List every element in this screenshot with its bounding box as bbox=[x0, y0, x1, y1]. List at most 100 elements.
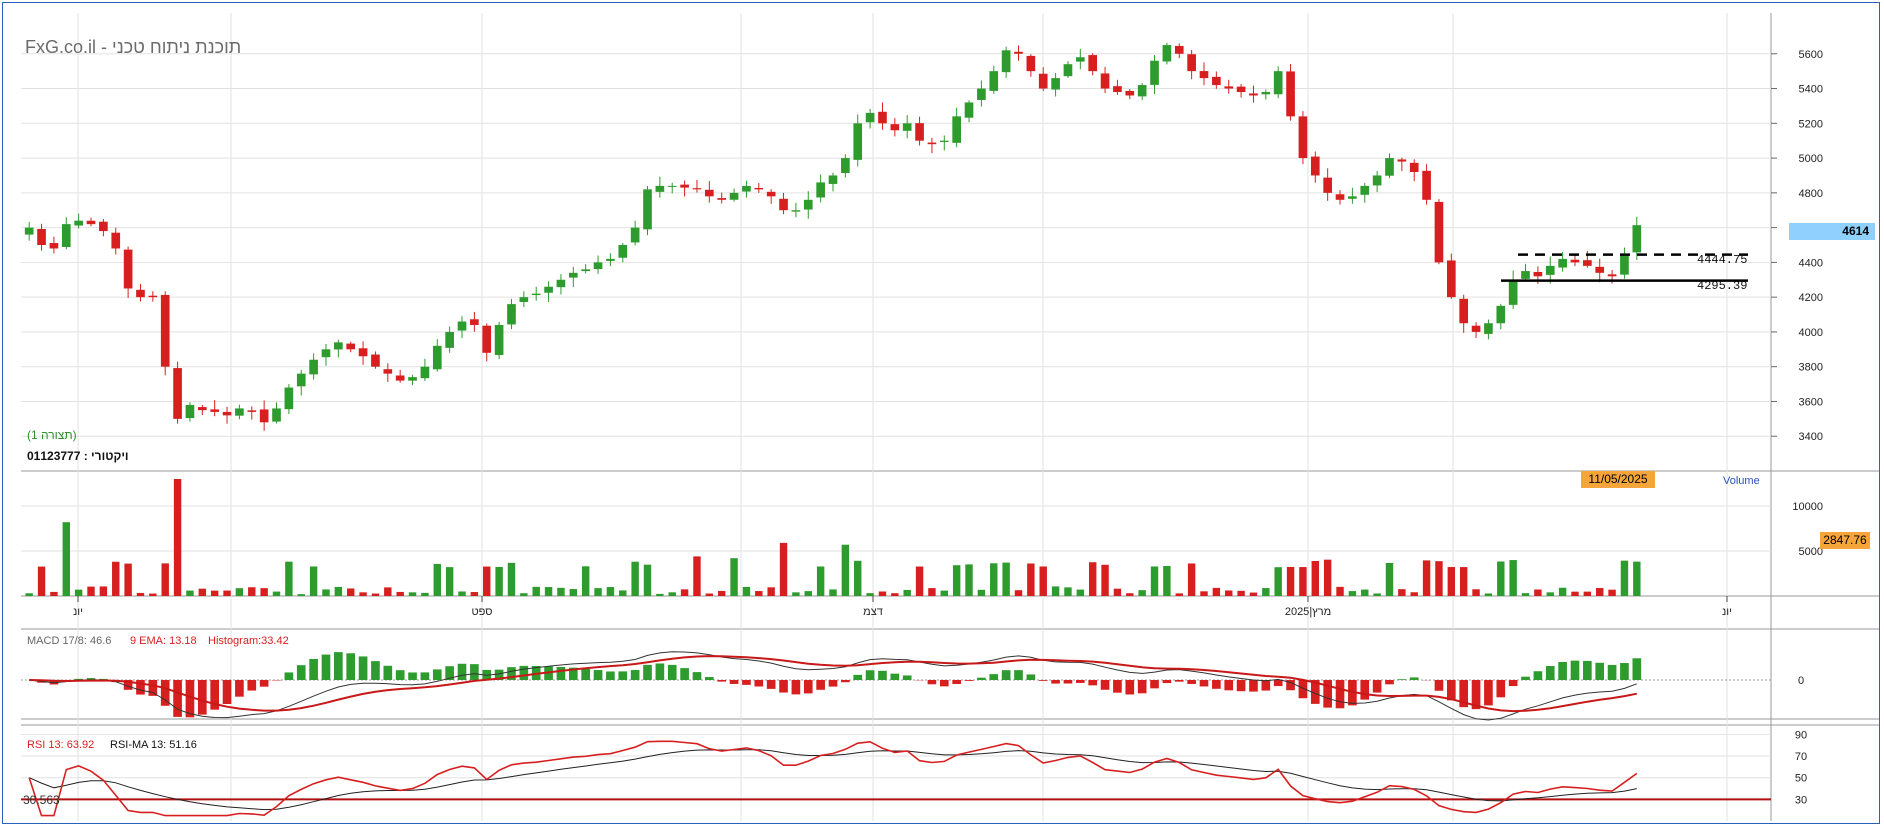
volume-bar-73 bbox=[928, 588, 936, 596]
candle-body-63 bbox=[803, 199, 813, 210]
candle-body-78 bbox=[989, 71, 999, 91]
candle-body-72 bbox=[915, 123, 924, 141]
volume-bar-43 bbox=[557, 587, 565, 596]
candle-body-130 bbox=[1632, 225, 1642, 253]
macd-hist-bar-45 bbox=[581, 668, 590, 680]
macd-hist-bar-49 bbox=[630, 670, 640, 680]
macd-hist-bar-87 bbox=[1100, 680, 1110, 690]
candle-body-26 bbox=[346, 343, 356, 350]
volume-bar-114 bbox=[1435, 561, 1443, 596]
volume-bar-52 bbox=[668, 592, 676, 596]
candle-body-53 bbox=[680, 184, 689, 188]
macd-hist-bar-22 bbox=[296, 665, 306, 680]
support-level-label: 4295.39 bbox=[1697, 279, 1748, 293]
candle-body-33 bbox=[432, 345, 442, 370]
volume-bar-124 bbox=[1558, 587, 1567, 596]
volume-bar-100 bbox=[1262, 588, 1270, 596]
volume-bar-23 bbox=[309, 566, 318, 596]
volume-bar-28 bbox=[371, 593, 380, 596]
macd-hist-bar-38 bbox=[494, 669, 504, 680]
volume-bar-129 bbox=[1620, 560, 1629, 596]
macd-hist-bar-69 bbox=[878, 670, 887, 680]
candle-body-21 bbox=[284, 387, 294, 410]
candle-body-10 bbox=[148, 295, 158, 298]
candle-body-101 bbox=[1273, 71, 1283, 95]
macd-hist-bar-16 bbox=[222, 680, 232, 705]
candle-body-77 bbox=[977, 88, 986, 100]
macd-hist-bar-86 bbox=[1088, 680, 1098, 686]
macd-hist-bar-93 bbox=[1174, 680, 1184, 682]
volume-bar-82 bbox=[1039, 566, 1047, 596]
macd-hist-bar-95 bbox=[1199, 680, 1209, 687]
volume-bar-20 bbox=[272, 591, 281, 596]
volume-bar-21 bbox=[285, 561, 293, 596]
volume-bar-41 bbox=[532, 586, 540, 596]
volume-bar-46 bbox=[594, 588, 602, 596]
candle-body-118 bbox=[1484, 323, 1493, 334]
macd-hist-bar-36 bbox=[470, 664, 479, 680]
macd-hist-bar-11 bbox=[160, 680, 170, 706]
volume-bar-101 bbox=[1274, 567, 1282, 596]
macd-hist-bar-56 bbox=[717, 680, 727, 682]
candle-body-39 bbox=[507, 304, 516, 325]
candle-body-61 bbox=[779, 198, 788, 211]
macd-hist-bar-59 bbox=[754, 680, 764, 687]
macd-hist-bar-84 bbox=[1063, 680, 1073, 684]
candle-body-106 bbox=[1335, 194, 1345, 200]
volume-bar-64 bbox=[816, 566, 825, 596]
candle-body-23 bbox=[309, 359, 318, 375]
volume-bar-35 bbox=[458, 591, 466, 596]
candle-body-3 bbox=[61, 224, 71, 248]
candle-body-55 bbox=[705, 189, 714, 197]
candle-body-32 bbox=[420, 366, 430, 379]
volume-bar-127 bbox=[1596, 588, 1604, 596]
candle-body-79 bbox=[1001, 50, 1011, 73]
candle-body-69 bbox=[878, 111, 887, 124]
macd-hist-bar-14 bbox=[197, 680, 207, 715]
volume-bar-61 bbox=[779, 542, 788, 596]
volume-bar-70 bbox=[891, 593, 899, 596]
volume-bar-9 bbox=[136, 592, 145, 596]
volume-bar-125 bbox=[1571, 591, 1579, 596]
macd-hist-bar-109 bbox=[1372, 680, 1382, 693]
volume-bar-5 bbox=[87, 586, 95, 596]
candle-body-102 bbox=[1286, 71, 1295, 117]
rsima-label: RSI-MA 13: 51.16 bbox=[110, 739, 197, 751]
candle-body-22 bbox=[296, 373, 306, 387]
macd-hist-bar-73 bbox=[927, 680, 937, 685]
volume-bar-128 bbox=[1608, 589, 1616, 596]
volume-bar-106 bbox=[1336, 586, 1344, 596]
macd-hist-bar-99 bbox=[1249, 680, 1258, 692]
candle-body-62 bbox=[791, 210, 801, 212]
price-tick-label-4: 4200 bbox=[1799, 292, 1823, 304]
candle-body-122 bbox=[1533, 271, 1543, 277]
candle-body-45 bbox=[581, 269, 590, 272]
candle-body-46 bbox=[593, 262, 603, 270]
candle-body-20 bbox=[272, 408, 281, 422]
x-tick-label-3: מרץ|2025 bbox=[1285, 606, 1331, 618]
volume-bar-13 bbox=[186, 590, 194, 596]
macd-hist-bar-10 bbox=[148, 680, 158, 696]
x-tick-label-1: ספט bbox=[472, 606, 493, 618]
candle-body-19 bbox=[259, 409, 269, 423]
candle-body-93 bbox=[1174, 45, 1184, 54]
volume-bar-60 bbox=[767, 587, 775, 596]
macd-hist-bar-118 bbox=[1484, 680, 1493, 706]
volume-bar-94 bbox=[1187, 563, 1196, 596]
macd-line bbox=[29, 651, 1637, 721]
macd-hist-bar-44 bbox=[568, 667, 578, 680]
candle-body-17 bbox=[235, 408, 244, 416]
volume-bar-1 bbox=[37, 566, 46, 596]
macd-hist-bar-97 bbox=[1224, 680, 1234, 691]
macd-hist-bar-54 bbox=[692, 672, 702, 680]
volume-bar-88 bbox=[1113, 588, 1122, 596]
volume-bar-3 bbox=[62, 522, 70, 596]
candle-body-128 bbox=[1607, 274, 1617, 277]
macd-hist-bar-71 bbox=[902, 675, 912, 680]
macd-hist-bar-106 bbox=[1335, 680, 1345, 709]
macd-hist-bar-19 bbox=[259, 680, 269, 687]
chart-canvas[interactable]: 3400360038004000420044004600480050005200… bbox=[3, 3, 1881, 825]
price-tick-label-3: 4000 bbox=[1799, 327, 1823, 339]
volume-bar-45 bbox=[581, 566, 590, 596]
volume-bar-90 bbox=[1138, 590, 1146, 596]
